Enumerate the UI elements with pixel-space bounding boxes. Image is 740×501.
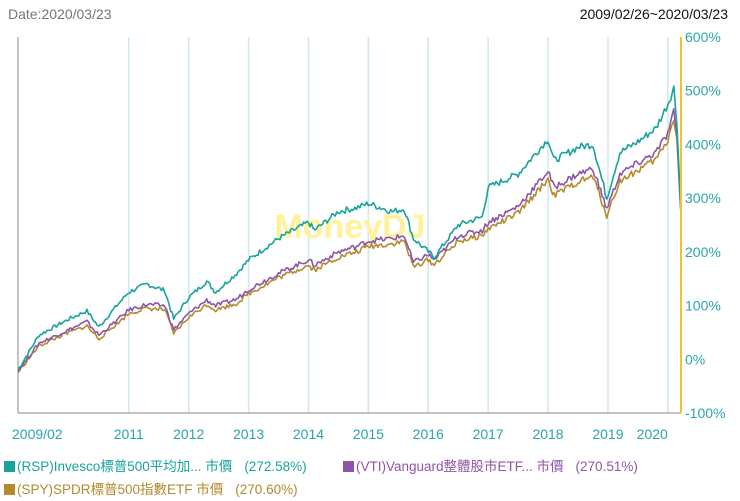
x-tick-label: 2015 — [353, 426, 384, 442]
y-tick-label: 200% — [685, 244, 721, 260]
x-tick-label: 2020 — [637, 426, 668, 442]
chart: MoneyDJ 600%500%400%300%200%100%0%-100%2… — [12, 29, 725, 442]
date-range-label: 2009/02/26~2020/03/23 — [579, 6, 728, 22]
legend-item-rsp[interactable]: (RSP)Invesco標普500平均加... 市價 (272.58%) — [4, 455, 307, 475]
legend-swatch-vti — [343, 461, 354, 472]
x-tick-label: 2014 — [293, 426, 324, 442]
series-line-vti — [17, 108, 682, 374]
y-tick-label: 600% — [685, 29, 721, 45]
legend-swatch-spy — [4, 484, 15, 495]
series-lines — [17, 85, 682, 374]
x-tick-label: 2012 — [173, 426, 204, 442]
x-tick-label: 2017 — [473, 426, 504, 442]
y-tick-label: 0% — [685, 351, 705, 367]
x-tick-label: 2016 — [413, 426, 444, 442]
y-tick-label: 400% — [685, 136, 721, 152]
y-tick-label: -100% — [685, 405, 725, 421]
legend-item-vti[interactable]: (VTI)Vanguard整體股市ETF... 市價 (270.51%) — [343, 455, 638, 475]
series-line-spy — [17, 119, 682, 373]
legend-label-vti: (VTI)Vanguard整體股市ETF... 市價 — [356, 459, 564, 474]
x-tick-label: 2019 — [592, 426, 623, 442]
y-tick-label: 100% — [685, 298, 721, 314]
y-tick-label: 300% — [685, 190, 721, 206]
x-tick-label: 2009/02 — [12, 426, 63, 442]
series-line-rsp — [17, 85, 682, 371]
legend-pct-spy: (270.60%) — [235, 482, 298, 497]
y-tick-label: 500% — [685, 83, 721, 99]
legend-label-spy: (SPY)SPDR標普500指數ETF 市價 — [17, 482, 224, 497]
legend-item-spy[interactable]: (SPY)SPDR標普500指數ETF 市價 (270.60%) — [4, 478, 298, 498]
legend-pct-rsp: (272.58%) — [244, 459, 307, 474]
date-label: Date:2020/03/23 — [8, 6, 112, 22]
legend-label-rsp: (RSP)Invesco標普500平均加... 市價 — [17, 459, 233, 474]
legend-swatch-rsp — [4, 461, 15, 472]
x-tick-label: 2011 — [114, 426, 144, 442]
axes: 600% 500% 400% 300% 200% 100% 0% -100% 2009/02 20… — [12, 29, 725, 442]
x-tick-label: 2018 — [532, 426, 563, 442]
legend-pct-vti: (270.51%) — [575, 459, 638, 474]
x-tick-label: 2013 — [233, 426, 264, 442]
